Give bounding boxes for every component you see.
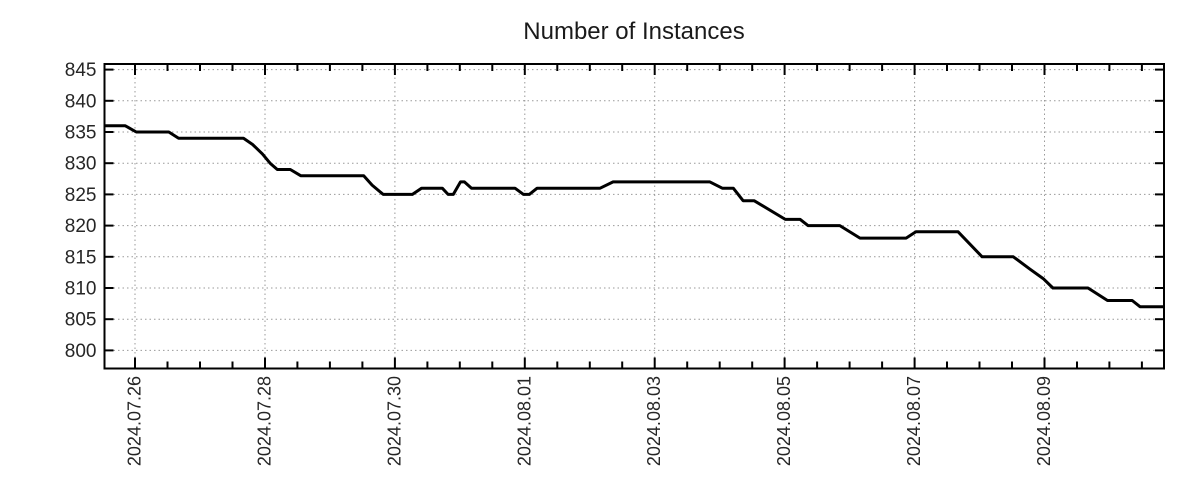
axis-labels-layer: 800 805 810 815 820 825 830 835 840 845 2024.07.26… <box>65 60 1054 466</box>
y-tick-label: 810 <box>65 279 97 300</box>
grid-layer <box>104 64 1164 369</box>
x-tick-label: 2024.08.09 <box>1034 376 1054 466</box>
y-tick-label: 840 <box>65 91 97 112</box>
y-tick-label: 825 <box>65 185 97 206</box>
plot-border <box>103 63 1165 370</box>
axes-layer <box>103 63 1165 370</box>
y-tick-label: 845 <box>65 60 97 81</box>
chart-title: Number of Instances <box>523 18 744 45</box>
x-tick-label: 2024.07.30 <box>384 376 404 466</box>
y-tick-label: 805 <box>65 310 97 331</box>
y-tick-label: 830 <box>65 154 97 175</box>
x-tick-label: 2024.08.03 <box>644 376 664 466</box>
x-tick-label: 2024.07.26 <box>125 376 145 466</box>
y-tick-label: 800 <box>65 341 97 362</box>
x-tick-label: 2024.08.05 <box>774 376 794 466</box>
series-line <box>104 124 1164 309</box>
x-tick-label: 2024.07.28 <box>255 376 275 466</box>
x-tick-label: 2024.08.01 <box>514 376 534 466</box>
y-tick-label: 815 <box>65 247 97 268</box>
series-layer <box>104 124 1164 309</box>
y-tick-label: 820 <box>65 216 97 237</box>
y-tick-label: 835 <box>65 123 97 144</box>
x-tick-label: 2024.08.07 <box>904 376 924 466</box>
